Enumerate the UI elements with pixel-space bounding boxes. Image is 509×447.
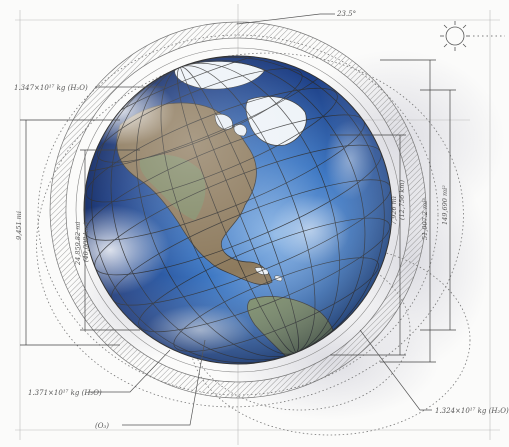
sun-icon (440, 21, 505, 51)
area-label-a: 51,007.2 mi² (421, 198, 429, 240)
area-label-b: 149,690 mi² (441, 185, 449, 225)
axial-tilt-label: 23.5° (336, 10, 356, 18)
annotation-labels: 23.5° 1.347×10¹⁷ kg (H₂O) 1.371×10¹⁷ kg … (14, 10, 509, 430)
leader-lines (88, 13, 432, 426)
water-mass-label-top: 1.347×10¹⁷ kg (H₂O) (14, 84, 88, 92)
water-mass-label-bottom-left: 1.371×10¹⁷ kg (H₂O) (28, 389, 102, 397)
diameter-label: 7,926 mi (390, 196, 398, 225)
circumference-label: 24,859.82 mi (74, 222, 82, 266)
ozone-label: (O₃) (95, 422, 109, 430)
diameter-km-label: (12,756 km) (398, 180, 406, 220)
circumference-km-label: (40,008 km) (82, 222, 90, 262)
water-mass-label-bottom-right: 1.324×10¹⁷ kg (H₂O) (435, 407, 509, 415)
dimension-lines (20, 59, 456, 363)
left-dimension-label: 9,451 mi (15, 211, 23, 240)
